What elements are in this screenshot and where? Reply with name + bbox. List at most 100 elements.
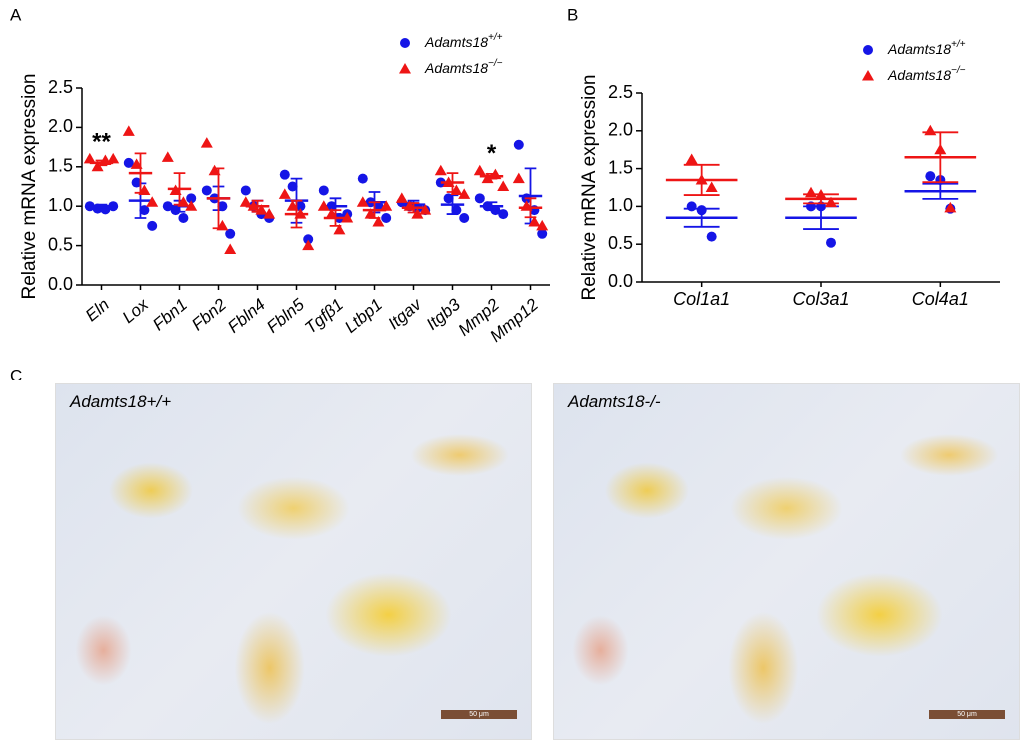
y-tick-label: 0.5 [608,233,633,253]
point [200,137,213,148]
error-bar [803,193,839,205]
image-label: Adamts18-/- [568,392,661,411]
error-bar [922,131,959,184]
panel-label: B [567,5,578,24]
point [536,219,549,231]
y-tick-label: 1.5 [608,157,633,177]
image-label: Adamts18+/+ [70,392,172,411]
annotation: * [487,140,497,167]
point [240,185,251,196]
error-bar [446,194,459,215]
error-bar [683,163,720,196]
point [395,192,408,203]
error-bar [922,182,959,200]
point [186,193,197,204]
point [147,220,158,231]
point [705,181,718,192]
error-bar [683,207,720,228]
panel-label: C [10,366,22,380]
point [924,124,937,136]
point [474,193,485,204]
point [473,164,486,176]
point [825,196,837,208]
point [944,201,957,213]
annotation: ** [92,128,111,155]
charts: A B C 0.0 0.5 1.0 1.5 2.0 2.5 Relative mRNA ex… [10,5,1000,380]
point [185,200,198,211]
point [685,153,698,165]
point [122,125,135,136]
error-bar [251,199,264,213]
point [83,152,96,164]
y-tick-label: 2.5 [608,82,633,102]
legend-label: Adamts18+/+ [887,39,966,57]
x-tick-label: Col3a1 [792,289,849,309]
y-axis-label: Relative mRNA expression [19,74,40,300]
scale-bar: 50 μm [441,710,517,719]
point [826,237,836,248]
point [303,234,314,245]
point [458,188,471,199]
legend-label: Adamts18−/− [887,65,966,83]
y-tick-label: 0.0 [608,271,633,291]
y-axis-label: Relative mRNA expression [579,75,600,301]
point [263,208,276,219]
y-tick-label: 1.0 [608,195,633,215]
point [357,173,368,184]
y-tick-label: 1.0 [48,195,73,215]
point [498,209,509,220]
legend-marker [863,45,873,55]
point [434,164,447,176]
error-bar [290,199,303,229]
error-bar [485,201,498,212]
point [459,213,470,224]
point [512,172,525,184]
point [146,196,159,207]
point [318,185,329,196]
point [123,157,134,168]
legend-label: Adamts18−/− [424,58,503,76]
error-bar [134,152,147,194]
error-bar [329,209,342,227]
legend-marker [862,70,874,81]
x-tick-label: Itgav [385,294,427,333]
point [356,196,369,207]
point [139,205,150,216]
micrograph: Adamts18+/+ 50 μm [55,383,532,740]
x-tick-label: Fbln5 [263,295,308,337]
point [178,213,189,224]
point [373,201,384,212]
panel-label: A [10,5,22,24]
y-tick-label: 0.0 [48,274,73,294]
error-bar [173,172,186,206]
point [925,171,936,182]
y-tick-label: 2.0 [48,116,73,136]
point [513,139,524,150]
error-bar [95,203,108,209]
y-tick-label: 2.0 [608,120,633,140]
point [381,213,392,224]
point [372,215,385,227]
y-tick-label: 2.5 [48,77,73,97]
error-bar [485,172,498,180]
error-bar [446,172,459,193]
scale-bar: 50 μm [929,710,1005,719]
point [380,200,393,211]
point [161,151,174,162]
point [224,243,237,255]
point [528,215,541,227]
point [333,223,346,235]
x-tick-label: Tgfβ1 [301,295,347,338]
y-tick-label: 0.5 [48,234,73,254]
point [279,169,290,180]
point [201,185,212,196]
legend-marker [400,38,410,48]
point [451,205,462,216]
point [225,228,236,239]
y-tick-label: 1.5 [48,156,73,176]
point [278,188,291,199]
point [170,205,181,216]
error-bar [212,167,225,230]
x-tick-label: Fbn2 [188,295,230,335]
